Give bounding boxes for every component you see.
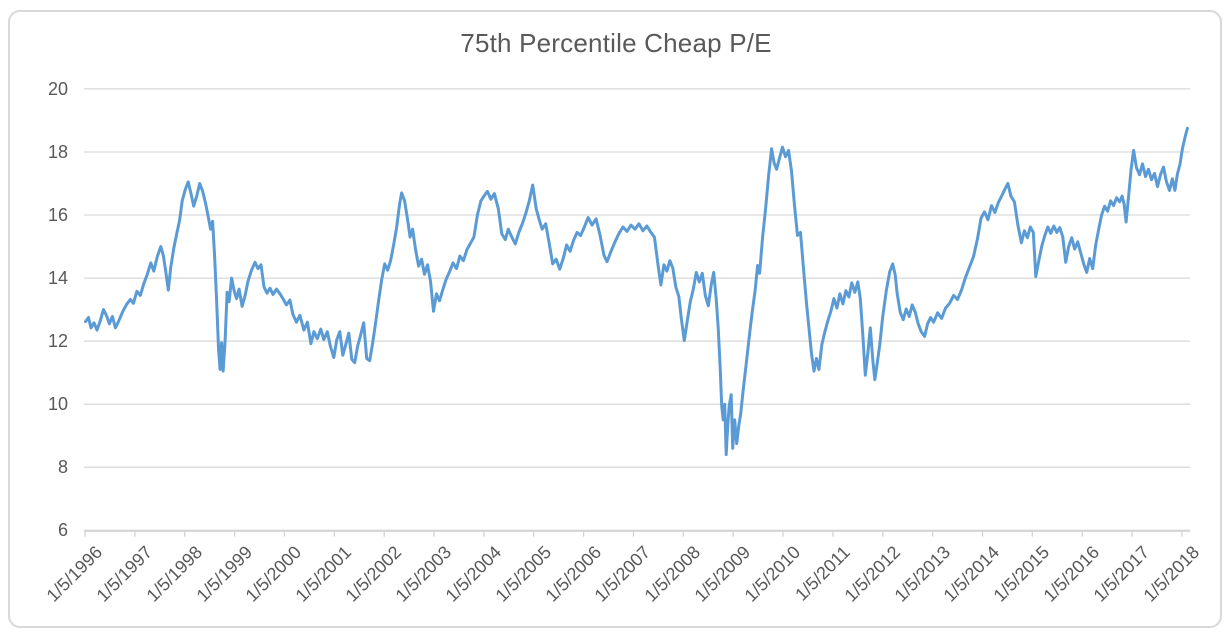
y-axis-label-10: 10 <box>47 394 68 415</box>
y-axis-label-18: 18 <box>47 142 68 162</box>
y-axis-label-20: 20 <box>47 78 68 99</box>
chart-title: 75th Percentile Cheap P/E <box>460 28 772 58</box>
chart-border <box>8 10 1222 628</box>
y-axis-label-6: 6 <box>57 520 68 541</box>
pe-series-line <box>84 126 1189 457</box>
y-axis-label-16: 16 <box>47 205 68 225</box>
y-axis-label-14: 14 <box>47 268 68 289</box>
y-axis-label-12: 12 <box>47 331 68 352</box>
y-axis-label-8: 8 <box>57 457 68 478</box>
